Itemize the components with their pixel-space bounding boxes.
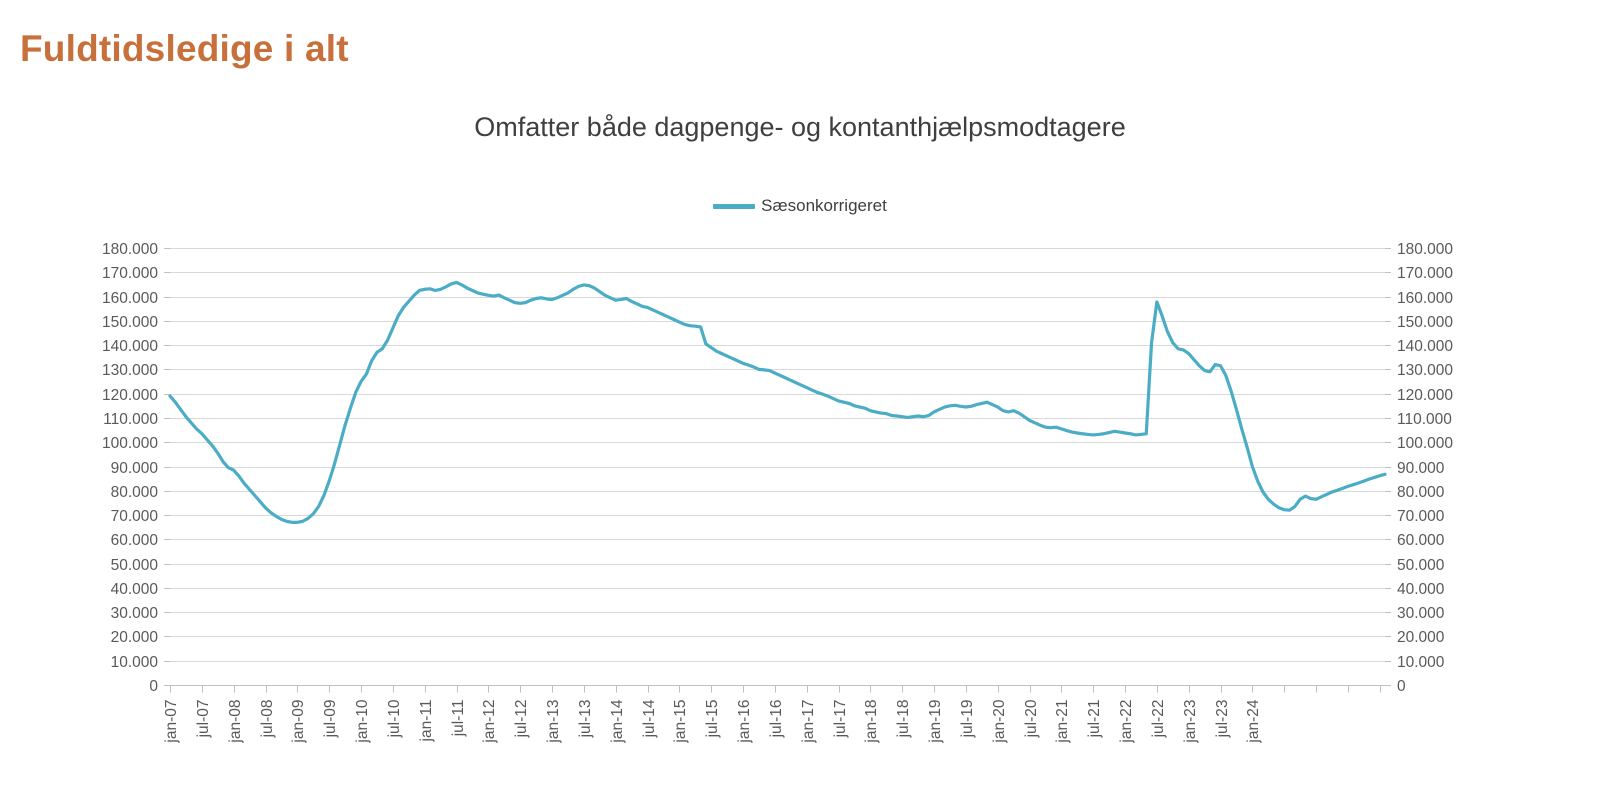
- plot-area: 180.000 170.000 160.000 150.000 140.000 130.0…: [0, 230, 1600, 800]
- y-tick-label-left: 0: [149, 678, 158, 695]
- x-tick-label: jul-07: [195, 700, 212, 739]
- y-tick-label-right: 0: [1397, 678, 1406, 695]
- x-tick-label: jul-11: [450, 700, 467, 738]
- y-tick-label-left: 50.000: [111, 557, 159, 574]
- x-tick-label: jul-20: [1023, 699, 1040, 738]
- x-tick-label: jan-15: [672, 700, 689, 744]
- x-axis: jan-07 jul-07 jan-08 jul-08 jan-09 jul-09 jan-…: [163, 685, 1385, 744]
- x-tick-label: jan-14: [609, 699, 626, 743]
- x-tick-label: jul-23: [1214, 700, 1231, 739]
- x-tick-label: jul-22: [1150, 700, 1167, 739]
- x-tick-label: jan-09: [290, 700, 307, 744]
- x-tick-label: jul-18: [895, 700, 912, 739]
- x-tick-label: jan-11: [418, 700, 435, 743]
- legend-label: Sæsonkorrigeret: [761, 196, 887, 215]
- y-tick-label-left: 150.000: [102, 314, 158, 331]
- x-tick-label: jul-21: [1086, 700, 1103, 739]
- x-tick-label: jan-16: [736, 700, 753, 744]
- y-tick-label-right: 140.000: [1397, 338, 1453, 355]
- y-tick-label-left: 140.000: [102, 338, 158, 355]
- y-tick-label-left: 80.000: [111, 484, 159, 501]
- x-tick-label: jul-12: [513, 700, 530, 739]
- y-tick-label-left: 60.000: [111, 532, 159, 549]
- y-tick-label-left: 10.000: [111, 654, 159, 671]
- chart-subtitle: Omfatter både dagpenge- og kontanthjælps…: [474, 112, 1126, 142]
- data-series: [168, 280, 1387, 524]
- y-tick-label-right: 40.000: [1397, 581, 1445, 598]
- y-tick-label-left: 30.000: [111, 605, 159, 622]
- x-tick-label: jan-24: [1245, 699, 1262, 743]
- y-tick-label-right: 90.000: [1397, 460, 1445, 477]
- x-tick-label: jul-19: [959, 700, 976, 739]
- x-tick-label: jan-23: [1182, 700, 1199, 744]
- x-tick-label: jan-22: [1118, 700, 1135, 744]
- x-tick-label: jul-08: [259, 700, 276, 739]
- x-tick-label: jan-21: [1054, 700, 1071, 744]
- y-tick-label-left: 170.000: [102, 265, 158, 282]
- page-title: Fuldtidsledige i alt: [20, 28, 349, 69]
- x-tick-label: jan-19: [927, 700, 944, 744]
- x-tick-label: jan-10: [354, 699, 371, 743]
- y-tick-label-left: 40.000: [111, 581, 159, 598]
- chart-container: Omfatter både dagpenge- og kontanthjælps…: [0, 100, 1600, 800]
- y-tick-label-right: 10.000: [1397, 654, 1445, 671]
- y-tick-label-left: 160.000: [102, 290, 158, 307]
- series-line-saesonkorrigeret: [168, 280, 1387, 524]
- y-tick-label-right: 110.000: [1397, 411, 1452, 428]
- y-axis-left: 180.000 170.000 160.000 150.000 140.000 130.0…: [102, 241, 170, 695]
- x-tick-label: jul-15: [704, 700, 721, 739]
- y-tick-label-right: 30.000: [1397, 605, 1445, 622]
- x-tick-label: jul-14: [641, 699, 658, 738]
- x-tick-label: jan-08: [227, 700, 244, 744]
- y-tick-label-right: 100.000: [1397, 435, 1453, 452]
- x-tick-label: jul-13: [577, 700, 594, 739]
- chart-legend: Sæsonkorrigeret: [0, 196, 1600, 216]
- y-tick-label-right: 130.000: [1397, 362, 1453, 379]
- y-tick-label-right: 70.000: [1397, 508, 1445, 525]
- y-tick-label-left: 70.000: [111, 508, 159, 525]
- gridlines: [170, 248, 1385, 686]
- y-tick-label-left: 20.000: [111, 629, 159, 646]
- x-tick-label: jan-13: [545, 700, 562, 744]
- y-tick-label-right: 80.000: [1397, 484, 1445, 501]
- x-tick-label: jan-17: [800, 700, 817, 744]
- y-tick-label-right: 50.000: [1397, 557, 1445, 574]
- x-tick-label: jul-10: [386, 699, 403, 738]
- x-tick-label: jan-18: [863, 700, 880, 744]
- y-tick-label-left: 110.000: [103, 411, 158, 428]
- y-tick-label-left: 90.000: [111, 460, 159, 477]
- y-axis-right: 180.000 170.000 160.000 150.000 140.000 130.0…: [1385, 241, 1453, 695]
- x-tick-label: jan-07: [163, 700, 180, 744]
- y-tick-label-right: 170.000: [1397, 265, 1453, 282]
- y-tick-label-left: 100.000: [102, 435, 158, 452]
- y-tick-label-left: 180.000: [102, 241, 158, 258]
- y-tick-label-right: 160.000: [1397, 290, 1453, 307]
- y-tick-label-right: 180.000: [1397, 241, 1453, 258]
- x-tick-label: jul-16: [768, 700, 785, 739]
- y-tick-label-right: 60.000: [1397, 532, 1445, 549]
- x-tick-label: jul-17: [832, 700, 849, 739]
- x-tick-label: jan-20: [991, 699, 1008, 743]
- y-tick-label-right: 120.000: [1397, 387, 1453, 404]
- x-tick-label: jul-09: [322, 700, 339, 739]
- y-tick-label-right: 150.000: [1397, 314, 1453, 331]
- chart-svg: 180.000 170.000 160.000 150.000 140.000 130.0…: [102, 241, 1453, 744]
- y-tick-label-left: 120.000: [102, 387, 158, 404]
- legend-swatch-icon: [713, 203, 756, 209]
- y-tick-label-right: 20.000: [1397, 629, 1445, 646]
- x-tick-label: jan-12: [481, 700, 498, 744]
- legend-item-saesonkorrigeret[interactable]: Sæsonkorrigeret: [713, 196, 887, 216]
- y-tick-label-left: 130.000: [102, 362, 158, 379]
